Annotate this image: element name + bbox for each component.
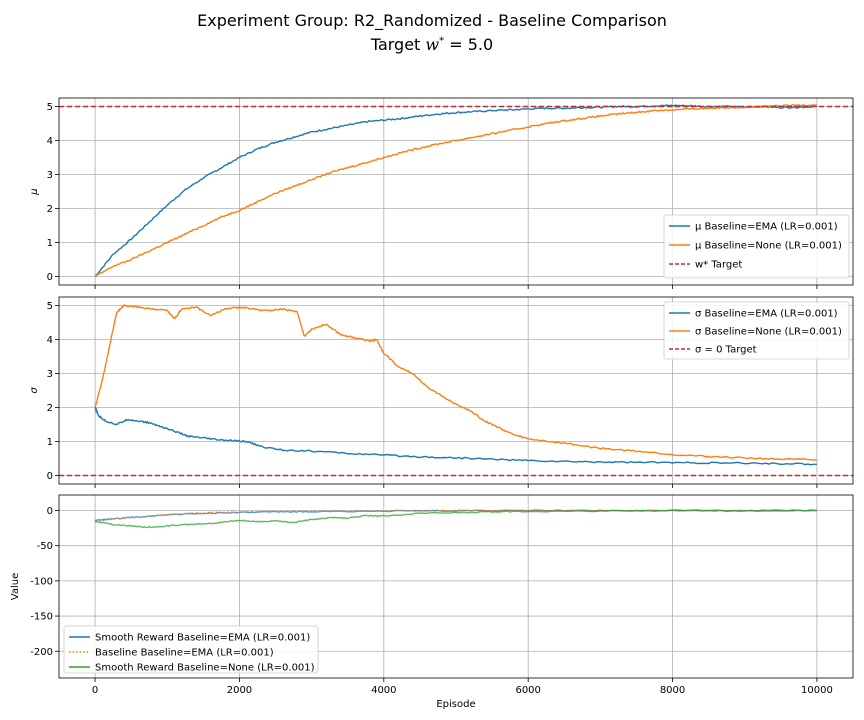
- y-tick-label: 4: [47, 136, 53, 147]
- axes-frame: [58, 494, 854, 679]
- y-tick-label: -200: [30, 647, 53, 658]
- panel-3: 0 -50 -100 -150 -200 0 2000 4000 6000 8000 10000 Va…: [10, 494, 854, 710]
- x-tick-label: 0: [92, 685, 98, 696]
- y-axis-label: μ: [29, 188, 40, 195]
- y-tick-label: -50: [37, 541, 53, 552]
- y-axis-label: Value: [10, 573, 21, 600]
- y-tick-label: -100: [30, 576, 53, 587]
- y-tick-label: 1: [47, 437, 53, 448]
- legend-label: w* Target: [695, 260, 742, 271]
- series-line: [94, 406, 817, 466]
- legend-label: σ Baseline=None (LR=0.001): [695, 327, 842, 338]
- series-line: [94, 104, 817, 277]
- y-axis-label: σ: [29, 387, 40, 394]
- plot-area: [59, 304, 853, 477]
- y-tick-label: 4: [47, 335, 53, 346]
- y-tick-label: -150: [30, 612, 53, 623]
- legend-label: Smooth Reward Baseline=EMA (LR=0.001): [95, 633, 310, 644]
- y-tick-label: 3: [47, 369, 53, 380]
- series-line: [94, 304, 817, 461]
- plot-area: [94, 509, 817, 529]
- chart-title-line2: Target w* = 5.0: [370, 35, 494, 54]
- legend-label: σ Baseline=EMA (LR=0.001): [695, 309, 838, 320]
- legend-label: μ Baseline=EMA (LR=0.001): [695, 222, 838, 233]
- legend-box: [63, 625, 319, 674]
- legend: Smooth Reward Baseline=EMA (LR=0.001) Bas…: [63, 625, 319, 674]
- axes-frame: [58, 296, 854, 485]
- legend-label: Baseline Baseline=EMA (LR=0.001): [95, 648, 274, 659]
- legend: σ Baseline=EMA (LR=0.001) σ Baseline=None…: [663, 301, 850, 360]
- x-axis-label: Episode: [436, 699, 475, 710]
- chart-title-line1: Experiment Group: R2_Randomized - Baseli…: [197, 11, 667, 30]
- y-tick-label: 0: [47, 506, 53, 517]
- axes-frame: [58, 97, 854, 286]
- plot-area: [59, 103, 853, 277]
- legend-label: Smooth Reward Baseline=None (LR=0.001): [95, 663, 315, 674]
- y-tick-label: 0: [47, 471, 53, 482]
- y-tick-label: 5: [47, 102, 53, 113]
- legend-box: [663, 301, 850, 360]
- legend-label: σ = 0 Target: [695, 345, 757, 356]
- x-tick-label: 2000: [227, 685, 252, 696]
- y-tick-label: 1: [47, 238, 53, 249]
- x-tick-label: 6000: [515, 685, 540, 696]
- y-tick-label: 0: [47, 272, 53, 283]
- series-line: [95, 509, 817, 529]
- x-tick-label: 4000: [371, 685, 396, 696]
- legend: μ Baseline=EMA (LR=0.001) μ Baseline=None…: [663, 214, 850, 279]
- y-tick-label: 3: [47, 170, 53, 181]
- y-tick-label: 2: [47, 204, 53, 215]
- series-line: [94, 103, 818, 277]
- x-tick-label: 10000: [801, 685, 833, 696]
- legend-box: [663, 214, 850, 279]
- x-tick-label: 8000: [660, 685, 685, 696]
- legend-label: μ Baseline=None (LR=0.001): [695, 241, 842, 252]
- series-line: [95, 509, 817, 521]
- y-tick-label: 2: [47, 403, 53, 414]
- y-tick-label: 5: [47, 301, 53, 312]
